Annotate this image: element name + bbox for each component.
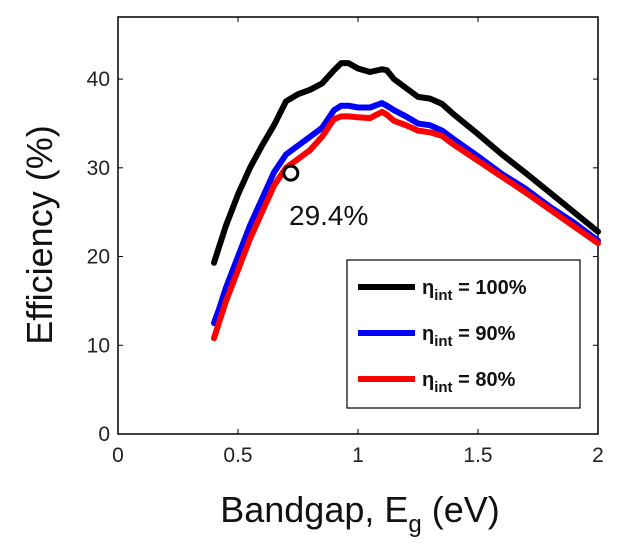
x-tick-label: 1 <box>352 444 364 467</box>
x-axis-label-unit: (eV) <box>422 489 500 530</box>
y-tick-label: 10 <box>87 334 110 357</box>
legend: ηint = 100% ηint = 90% ηint = 80% <box>346 259 581 409</box>
x-axis-label-main: Bandgap, E <box>220 489 408 530</box>
legend-label-1: ηint = 100% <box>422 277 527 304</box>
legend-label-3: ηint = 80% <box>422 369 516 396</box>
x-axis-label: Bandgap, Eg (eV) <box>220 489 500 538</box>
x-axis-label-subscript: g <box>408 511 421 538</box>
annotation-marker <box>282 164 300 182</box>
y-tick-label: 40 <box>87 68 110 91</box>
annotation-label: 29.4% <box>289 200 368 231</box>
annotation-layer: 29.4% <box>282 164 368 231</box>
y-tick-label: 30 <box>87 157 110 180</box>
series-lines <box>211 60 601 342</box>
y-axis-label: Efficiency (%) <box>19 125 60 344</box>
x-tick-label: 0.5 <box>223 444 252 467</box>
y-tick-label: 20 <box>87 246 110 269</box>
series-line-3 <box>211 108 601 342</box>
y-tick-label: 0 <box>98 423 110 446</box>
series-line-1 <box>211 60 601 266</box>
series-line-2 <box>211 100 601 327</box>
x-tick-label: 1.5 <box>463 444 492 467</box>
x-tick-label: 2 <box>592 444 604 467</box>
x-tick-label: 0 <box>112 444 124 467</box>
legend-label-2: ηint = 90% <box>422 323 516 350</box>
